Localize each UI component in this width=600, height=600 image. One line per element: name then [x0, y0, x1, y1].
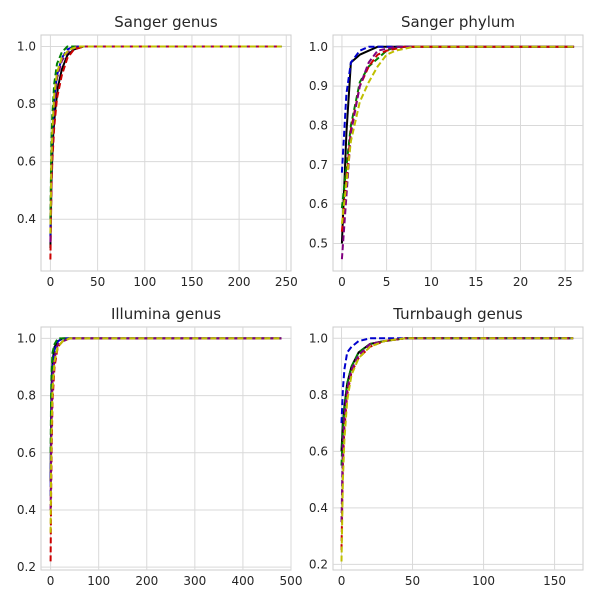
plot-area — [332, 326, 584, 571]
y-tick-label: 0.4 — [17, 212, 36, 226]
y-tick-label: 1.0 — [309, 331, 328, 345]
x-tick-label: 0 — [47, 275, 55, 289]
x-tick-label: 100 — [472, 574, 495, 588]
y-tick-label: 0.4 — [309, 501, 328, 515]
y-tick-label: 0.2 — [17, 560, 36, 574]
plot-area — [332, 34, 584, 272]
x-tick-label: 300 — [183, 574, 206, 588]
series-line-6 — [49, 337, 282, 533]
panel-turnbaugh-genus: Turnbaugh genus 0 50 100 150 0.2 0.4 0.6 0.8 1.0 — [309, 305, 584, 588]
x-tick-label: 25 — [558, 275, 573, 289]
panel-sanger-genus: Sanger genus 0 50 100 150 200 250 0.4 0.6 0.8 1.0 — [17, 13, 298, 289]
series-line-2 — [340, 337, 574, 424]
y-tick-label: 1.0 — [17, 40, 36, 54]
y-tick-label: 0.9 — [309, 79, 328, 93]
series-lines — [49, 337, 282, 562]
series-line-3 — [49, 337, 282, 453]
x-tick-label: 200 — [135, 574, 158, 588]
ticks: 0 50 100 150 0.2 0.4 0.6 0.8 1.0 — [309, 331, 566, 588]
panel-title: Sanger genus — [114, 13, 218, 31]
ticks: 0 5 10 15 20 25 0.5 0.6 0.7 0.8 0.9 1.0 — [309, 40, 573, 289]
x-tick-label: 200 — [228, 275, 251, 289]
panel-title: Turnbaugh genus — [392, 305, 523, 323]
plot-area — [40, 34, 292, 272]
panel-illumina-genus: Illumina genus 0 100 200 300 400 500 0.2 0.4 0.6… — [17, 305, 303, 588]
y-tick-label: 0.2 — [309, 557, 328, 571]
panel-title: Illumina genus — [111, 305, 221, 323]
x-tick-label: 50 — [90, 275, 105, 289]
y-tick-label: 0.6 — [309, 197, 328, 211]
series-lines — [340, 45, 575, 260]
y-tick-label: 0.5 — [309, 236, 328, 250]
x-tick-label: 10 — [424, 275, 439, 289]
y-tick-label: 0.8 — [17, 389, 36, 403]
plot-area — [40, 326, 292, 571]
y-tick-label: 0.8 — [309, 118, 328, 132]
series-line-3 — [49, 45, 282, 220]
x-tick-label: 400 — [231, 574, 254, 588]
y-tick-label: 1.0 — [17, 331, 36, 345]
ticks: 0 50 100 150 200 250 0.4 0.6 0.8 1.0 — [17, 40, 298, 289]
series-line-6 — [340, 337, 574, 562]
grid — [333, 35, 583, 271]
series-lines — [49, 45, 282, 260]
ticks: 0 100 200 300 400 500 0.2 0.4 0.6 0.8 1.0 — [17, 331, 303, 588]
x-tick-label: 100 — [133, 275, 156, 289]
panel-title: Sanger phylum — [401, 13, 515, 31]
y-tick-label: 0.8 — [17, 97, 36, 111]
x-tick-label: 100 — [87, 574, 110, 588]
y-tick-label: 0.7 — [309, 158, 328, 172]
y-tick-label: 0.4 — [17, 503, 36, 517]
y-tick-label: 0.6 — [17, 446, 36, 460]
y-tick-label: 0.8 — [309, 388, 328, 402]
x-tick-label: 150 — [543, 574, 566, 588]
x-tick-label: 50 — [405, 574, 420, 588]
series-lines — [340, 337, 574, 562]
x-tick-label: 20 — [513, 275, 528, 289]
series-line-6 — [340, 45, 575, 224]
x-tick-label: 0 — [47, 574, 55, 588]
series-line-2 — [49, 45, 282, 237]
x-tick-label: 150 — [180, 275, 203, 289]
x-tick-label: 250 — [275, 275, 298, 289]
series-line-5 — [340, 45, 575, 260]
x-tick-label: 500 — [280, 574, 303, 588]
y-tick-label: 0.6 — [17, 155, 36, 169]
x-tick-label: 5 — [383, 275, 391, 289]
panel-sanger-phylum: Sanger phylum 0 5 10 15 20 25 0.5 0.6 0.7 0.8 0.9 1… — [309, 13, 584, 289]
y-tick-label: 0.6 — [309, 444, 328, 458]
x-tick-label: 15 — [468, 275, 483, 289]
y-tick-label: 1.0 — [309, 40, 328, 54]
series-line-6 — [49, 45, 282, 234]
x-tick-label: 0 — [338, 275, 346, 289]
series-line-2 — [340, 45, 575, 173]
x-tick-label: 0 — [338, 574, 346, 588]
